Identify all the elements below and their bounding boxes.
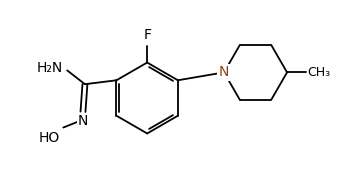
Text: HO: HO: [39, 131, 60, 144]
Text: F: F: [143, 28, 151, 42]
Text: CH₃: CH₃: [308, 66, 331, 79]
Text: H₂N: H₂N: [37, 62, 63, 75]
Text: N: N: [78, 114, 88, 128]
Text: N: N: [219, 65, 229, 79]
